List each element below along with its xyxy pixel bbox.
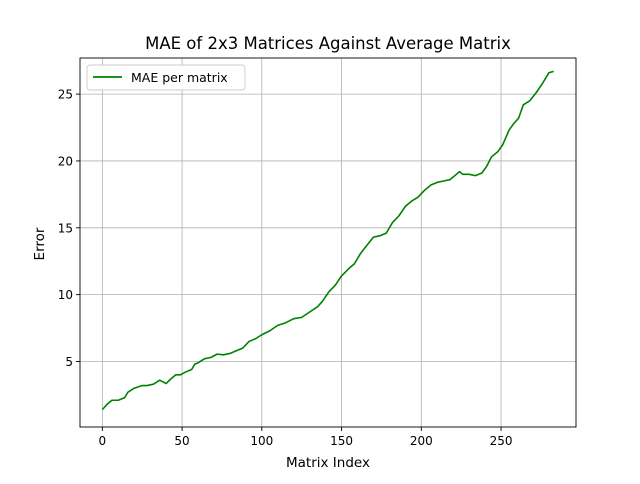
legend-label: MAE per matrix <box>131 70 228 85</box>
series-line <box>101 70 554 411</box>
x-axis-label: Matrix Index <box>286 455 370 471</box>
x-tick-label: 0 <box>99 434 107 448</box>
x-tick-label: 50 <box>174 434 189 448</box>
legend: MAE per matrix <box>86 64 246 91</box>
x-tick-label: 150 <box>330 434 353 448</box>
x-tick-label: 100 <box>250 434 273 448</box>
chart-title: MAE of 2x3 Matrices Against Average Matr… <box>145 34 511 53</box>
y-tick-label: 15 <box>58 221 73 235</box>
y-axis-label: Error <box>32 227 48 260</box>
x-tick-label: 200 <box>410 434 433 448</box>
y-tick-label: 10 <box>58 288 73 302</box>
plot-frame <box>79 57 577 428</box>
legend-box <box>86 64 246 91</box>
y-tick-label: 20 <box>58 154 73 168</box>
y-tick-label: 25 <box>58 88 73 102</box>
y-tick-label: 5 <box>65 355 73 369</box>
x-tick-label: 250 <box>490 434 513 448</box>
